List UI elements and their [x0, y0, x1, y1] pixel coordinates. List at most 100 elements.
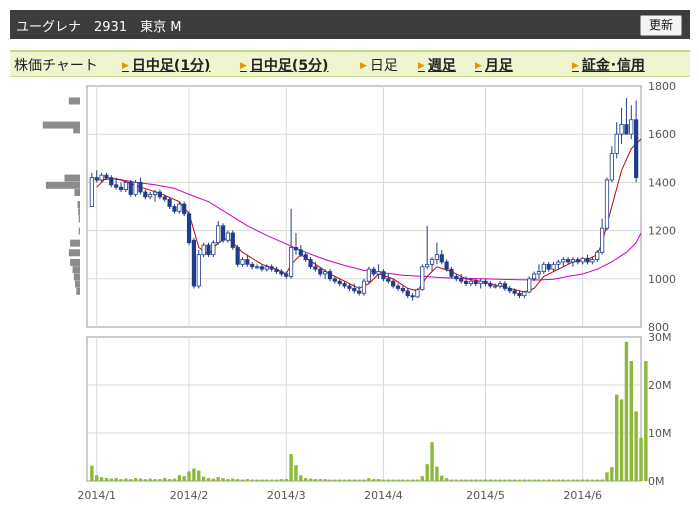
volume-bar	[129, 479, 133, 481]
tab-label: 週足	[427, 58, 456, 74]
x-tick-label: 2014/1	[77, 489, 116, 502]
candle-body	[531, 273, 537, 280]
volume-bar	[226, 479, 230, 481]
candle-body	[551, 263, 556, 270]
candle-body	[293, 247, 299, 251]
candle-body	[439, 254, 444, 263]
candle-body	[225, 232, 231, 241]
volume-bar	[148, 478, 152, 481]
volume-bar	[449, 479, 454, 481]
volume-bar	[245, 479, 250, 481]
volume-bar	[527, 479, 531, 481]
candle-body	[512, 290, 517, 294]
volume-bar	[440, 475, 444, 481]
tab-arrow-icon: ▶	[572, 61, 579, 71]
volume-bar	[498, 479, 502, 481]
volume-bar	[522, 479, 527, 481]
volume-bar	[600, 479, 604, 481]
volume-bar	[279, 479, 284, 481]
candle-body	[250, 263, 255, 268]
tab-label: 株価チャート	[14, 58, 98, 74]
candle-body	[595, 251, 600, 260]
tab-2[interactable]: ▶ 日中足(5分)	[240, 55, 328, 75]
volume-bar	[566, 479, 570, 481]
volume-profile-bar	[68, 249, 80, 257]
volume-profile-bar	[70, 258, 80, 266]
volume-bar	[639, 437, 643, 481]
tab-1[interactable]: ▶ 日中足(1分)	[122, 55, 210, 75]
volume-profile-bar	[68, 97, 80, 105]
candle-body	[483, 280, 488, 285]
volume-bar	[211, 478, 216, 481]
volume-bar	[328, 479, 332, 481]
candle-body	[624, 124, 629, 135]
candle-body	[420, 266, 425, 291]
candle-body	[245, 259, 250, 265]
volume-bar	[590, 479, 595, 481]
volume-bar	[235, 479, 240, 481]
volume-bar	[517, 479, 522, 481]
volume-bar	[512, 479, 517, 481]
price-tick-label: 1000	[648, 273, 676, 286]
tab-4[interactable]: ▶ 週足	[418, 55, 456, 75]
volume-bar	[138, 478, 143, 481]
volume-bar	[576, 479, 580, 481]
volume-profile-bar	[72, 266, 80, 274]
candle-body	[493, 285, 498, 288]
candle-body	[104, 174, 109, 178]
tab-6[interactable]: ▶ 証金･信用	[572, 55, 645, 75]
volume-bar	[352, 479, 356, 481]
volume-bar	[333, 479, 337, 481]
volume-bar	[488, 479, 493, 481]
volume-bar	[546, 479, 551, 481]
candle-body	[289, 247, 294, 277]
volume-bar	[619, 399, 624, 481]
volume-bar	[624, 341, 629, 481]
volume-profile-bar	[75, 280, 80, 288]
candle-body	[109, 177, 114, 186]
volume-bar	[381, 479, 386, 481]
volume-bar	[167, 479, 172, 481]
volume-tick-label: 0M	[648, 475, 665, 488]
volume-bar	[493, 479, 497, 481]
volume-bar	[464, 479, 468, 481]
volume-bar	[143, 479, 148, 481]
volume-bar	[182, 476, 186, 481]
candle-body	[561, 259, 566, 263]
candle-body	[211, 242, 216, 256]
volume-bar	[406, 479, 410, 481]
price-tick-label: 1800	[648, 80, 676, 93]
candle-body	[386, 278, 391, 282]
candle-body	[191, 239, 197, 287]
volume-bar	[284, 479, 288, 481]
tab-5[interactable]: ▶ 月足	[475, 55, 513, 75]
candle-body	[575, 259, 580, 263]
candle-body	[186, 213, 192, 244]
volume-tick-label: 10M	[648, 427, 672, 440]
candle-body	[541, 263, 546, 272]
refresh-button[interactable]: 更新	[639, 15, 682, 36]
candle-body	[381, 271, 386, 280]
candle-body	[89, 177, 94, 207]
candle-body	[434, 254, 439, 260]
candle-body	[556, 261, 561, 265]
candle-body	[536, 271, 542, 275]
volume-bar	[303, 478, 308, 481]
moving-average-long	[96, 178, 642, 281]
candle-body	[182, 203, 187, 215]
volume-profile-bar	[70, 239, 80, 247]
candle-body	[342, 283, 347, 287]
volume-profile-bar	[73, 126, 80, 134]
candle-body	[429, 259, 435, 265]
candle-body	[634, 119, 639, 178]
candle-body	[376, 271, 381, 275]
candle-body	[148, 194, 153, 198]
volume-bar	[532, 479, 536, 481]
volume-bar	[294, 465, 298, 481]
volume-bar	[605, 472, 609, 481]
candle-body	[284, 273, 289, 277]
volume-bar	[104, 478, 109, 481]
candle-body	[570, 259, 576, 263]
volume-profile-bar	[78, 215, 80, 223]
